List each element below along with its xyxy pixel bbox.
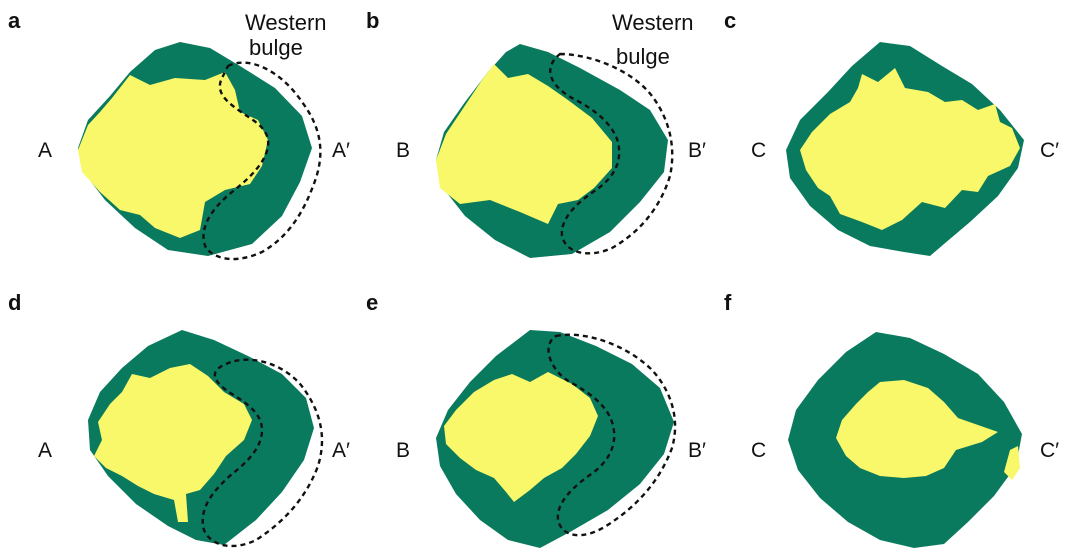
left-axis-label: A (38, 439, 52, 462)
panel-c: c C C′ (724, 8, 1059, 256)
panel-letter: b (366, 8, 379, 33)
panel-letter: e (366, 290, 378, 315)
inner-layer-shape (444, 372, 598, 502)
western-bulge-outline (549, 52, 674, 255)
panel-b: b Western bulge B B′ (366, 8, 706, 258)
left-axis-label: C (751, 139, 766, 162)
bulge-label: Western (612, 10, 694, 35)
panel-letter: c (724, 8, 736, 33)
bulge-label: bulge (616, 44, 670, 69)
panel-letter: d (8, 290, 21, 315)
panel-e: e B B′ (366, 290, 706, 548)
bulge-label-line2: bulge (249, 35, 303, 60)
bulge-label: bulge (249, 35, 303, 60)
left-axis-label: C (751, 439, 766, 462)
bulge-label-line2: bulge (616, 44, 670, 69)
western-bulge-outline (201, 358, 324, 548)
left-axis-label: B (396, 139, 410, 162)
bulge-label-line1: Western (245, 10, 327, 35)
inner-layer-shape (836, 380, 998, 478)
right-axis-label: A′ (332, 139, 350, 162)
right-axis-label: A′ (332, 439, 350, 462)
right-axis-label: C′ (1040, 139, 1059, 162)
bulge-label: Western (245, 10, 327, 35)
panel-f: f C C′ (724, 290, 1059, 548)
panel-letter: f (724, 290, 732, 315)
panel-d: d A A′ (8, 290, 350, 548)
left-axis-label: B (396, 439, 410, 462)
bulge-label-line1: Western (612, 10, 694, 35)
inner-layer-shape (436, 64, 612, 224)
right-axis-label: C′ (1040, 439, 1059, 462)
inner-layer-fragment (1004, 446, 1020, 480)
right-axis-label: B′ (688, 439, 706, 462)
panel-letter: a (8, 8, 21, 33)
panel-a: a Western bulge A A′ (8, 8, 350, 261)
western-bulge-outline (547, 333, 677, 537)
inner-layer-shape (94, 364, 252, 522)
inner-layer-shape (800, 68, 1020, 230)
inner-layer-shape (78, 72, 268, 238)
right-axis-label: B′ (688, 139, 706, 162)
left-axis-label: A (38, 139, 52, 162)
